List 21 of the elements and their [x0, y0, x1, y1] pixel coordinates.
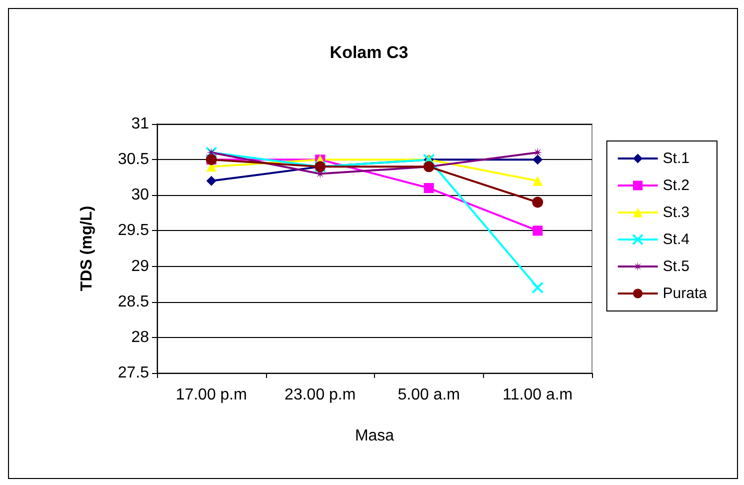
y-tick-label: 28.5 — [118, 293, 150, 310]
y-tick-label: 31 — [131, 116, 150, 132]
legend-label: St.4 — [662, 231, 690, 248]
legend-label: St.1 — [662, 150, 690, 167]
legend-label: St.5 — [662, 258, 690, 275]
y-tick-label: 27.5 — [118, 364, 150, 382]
legend-label: St.2 — [662, 177, 690, 194]
x-tick-label: 5.00 a.m — [398, 386, 460, 404]
legend-label: Purata — [662, 285, 708, 302]
y-tick-label: 28 — [131, 328, 150, 346]
y-tick-label: 29 — [131, 258, 150, 275]
chart-title: Kolam C3 — [330, 43, 408, 62]
x-tick-label: 23.00 p.m — [284, 386, 356, 404]
x-tick-label: 17.00 p.m — [176, 386, 247, 404]
y-axis-title: TDS (mg/L) — [78, 206, 96, 292]
x-axis-title: Masa — [354, 428, 394, 444]
y-tick-label: 30.5 — [118, 151, 150, 168]
y-tick-label: 29.5 — [118, 222, 150, 240]
legend-label: St.3 — [662, 204, 690, 221]
y-tick-label: 30 — [131, 186, 150, 204]
x-tick-label: 11.00 a.m — [502, 386, 573, 404]
